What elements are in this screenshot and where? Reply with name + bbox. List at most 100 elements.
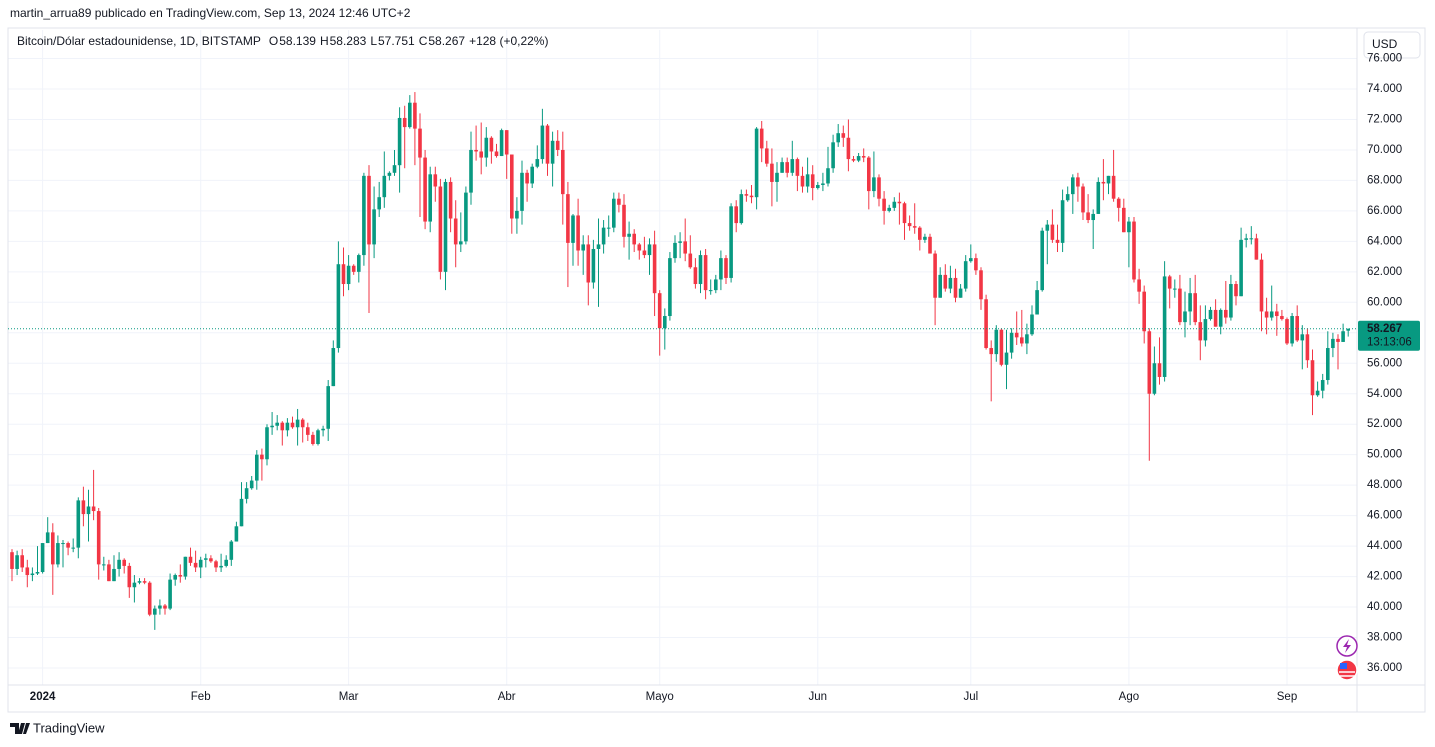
last-price-label: 58.267 (1367, 323, 1402, 335)
candle-body (510, 154, 514, 219)
candle-body (571, 215, 575, 243)
candle-body (561, 149, 565, 195)
candle-body (1173, 288, 1177, 290)
candle-body (770, 163, 774, 182)
candle-body (586, 244, 591, 283)
candle-body (989, 348, 993, 355)
candle-body (826, 168, 830, 184)
candle-body (377, 197, 381, 210)
candle-body (224, 559, 228, 566)
candle-body (780, 162, 784, 173)
candle-body (790, 159, 795, 173)
candle-body (1290, 316, 1294, 344)
candle-body (698, 255, 703, 285)
candle-body (423, 157, 427, 222)
symbol-title: Bitcoin/Dólar estadounidense, 1D, BITSTA… (17, 34, 261, 48)
candle-body (1280, 316, 1284, 320)
candle-body (372, 209, 376, 245)
candle-body (1157, 363, 1162, 377)
candle-body (142, 581, 147, 583)
candle-body (428, 174, 432, 222)
candle-body (1122, 207, 1126, 233)
candle-body (1014, 332, 1019, 338)
y-tick-label: 40.000 (1367, 601, 1402, 613)
candle-body (734, 206, 738, 224)
y-tick-label: 56.000 (1367, 357, 1402, 369)
y-tick-label: 66.000 (1367, 205, 1402, 217)
candle-body (918, 227, 922, 240)
y-tick-label: 38.000 (1367, 632, 1402, 644)
y-tick-label: 42.000 (1367, 571, 1402, 583)
candle-body (800, 175, 805, 187)
currency-button[interactable] (1363, 31, 1421, 59)
candle-body (703, 255, 708, 291)
candle-body (1040, 230, 1044, 291)
candle-body (1198, 322, 1203, 341)
candle-body (867, 157, 871, 192)
chart-frame (7, 27, 1426, 713)
candle-body (1076, 177, 1080, 187)
candle-body (326, 386, 330, 429)
candle-body (719, 258, 723, 280)
x-tick-label: Ago (1119, 691, 1139, 703)
candle-body (25, 567, 30, 576)
candle-body (622, 204, 626, 237)
candle-body (663, 316, 667, 329)
candle-body (749, 195, 754, 198)
candle-body (453, 218, 458, 245)
candle-body (1208, 309, 1213, 320)
candle-body (816, 184, 820, 189)
candle-body (316, 430, 320, 445)
legend-value: 58.267 (428, 34, 465, 48)
candle-body (540, 125, 545, 160)
candle-body (958, 288, 963, 298)
y-tick-label: 76.000 (1367, 53, 1402, 65)
candle-body (1152, 363, 1157, 394)
candle-body (443, 181, 448, 272)
candle-body (255, 454, 259, 481)
flag-canton (1340, 663, 1347, 669)
candle-body (591, 248, 596, 283)
candle-body (1300, 334, 1305, 341)
candle-body (219, 565, 223, 568)
candle-body (948, 277, 953, 289)
candle-body (1162, 276, 1167, 377)
candle-body (1336, 338, 1340, 342)
candle-body (244, 488, 249, 499)
candle-body (234, 526, 239, 542)
candle-body (1244, 238, 1248, 240)
candle-body (265, 427, 269, 460)
candle-body (897, 201, 902, 204)
candle-body (464, 192, 468, 242)
candle-body (494, 151, 499, 157)
y-tick-label: 68.000 (1367, 174, 1402, 186)
candle-body (484, 137, 489, 158)
candle-body (1320, 380, 1325, 391)
candle-body (137, 581, 142, 583)
candle-body (311, 434, 315, 445)
candle-body (1331, 338, 1335, 349)
candle-body (642, 250, 647, 256)
candle-body (153, 608, 157, 615)
candle-body (775, 172, 779, 182)
candle-body (66, 543, 70, 548)
candle-body (474, 149, 478, 152)
legend-key: H (320, 34, 329, 48)
candle-body (346, 265, 351, 285)
legend-key: L (370, 34, 377, 48)
candles (10, 92, 1350, 630)
candle-body (1178, 288, 1182, 323)
y-tick-label: 54.000 (1367, 388, 1402, 400)
candle-body (1249, 238, 1254, 240)
candle-body (214, 561, 218, 568)
y-tick-label: 62.000 (1367, 266, 1402, 278)
candle-body (260, 454, 264, 460)
candle-body (759, 128, 764, 149)
candle-body (943, 274, 948, 289)
candle-body (1132, 221, 1136, 280)
candle-body (20, 555, 24, 568)
candle-body (673, 242, 677, 259)
candle-body (984, 299, 988, 349)
candle-body (479, 151, 483, 158)
